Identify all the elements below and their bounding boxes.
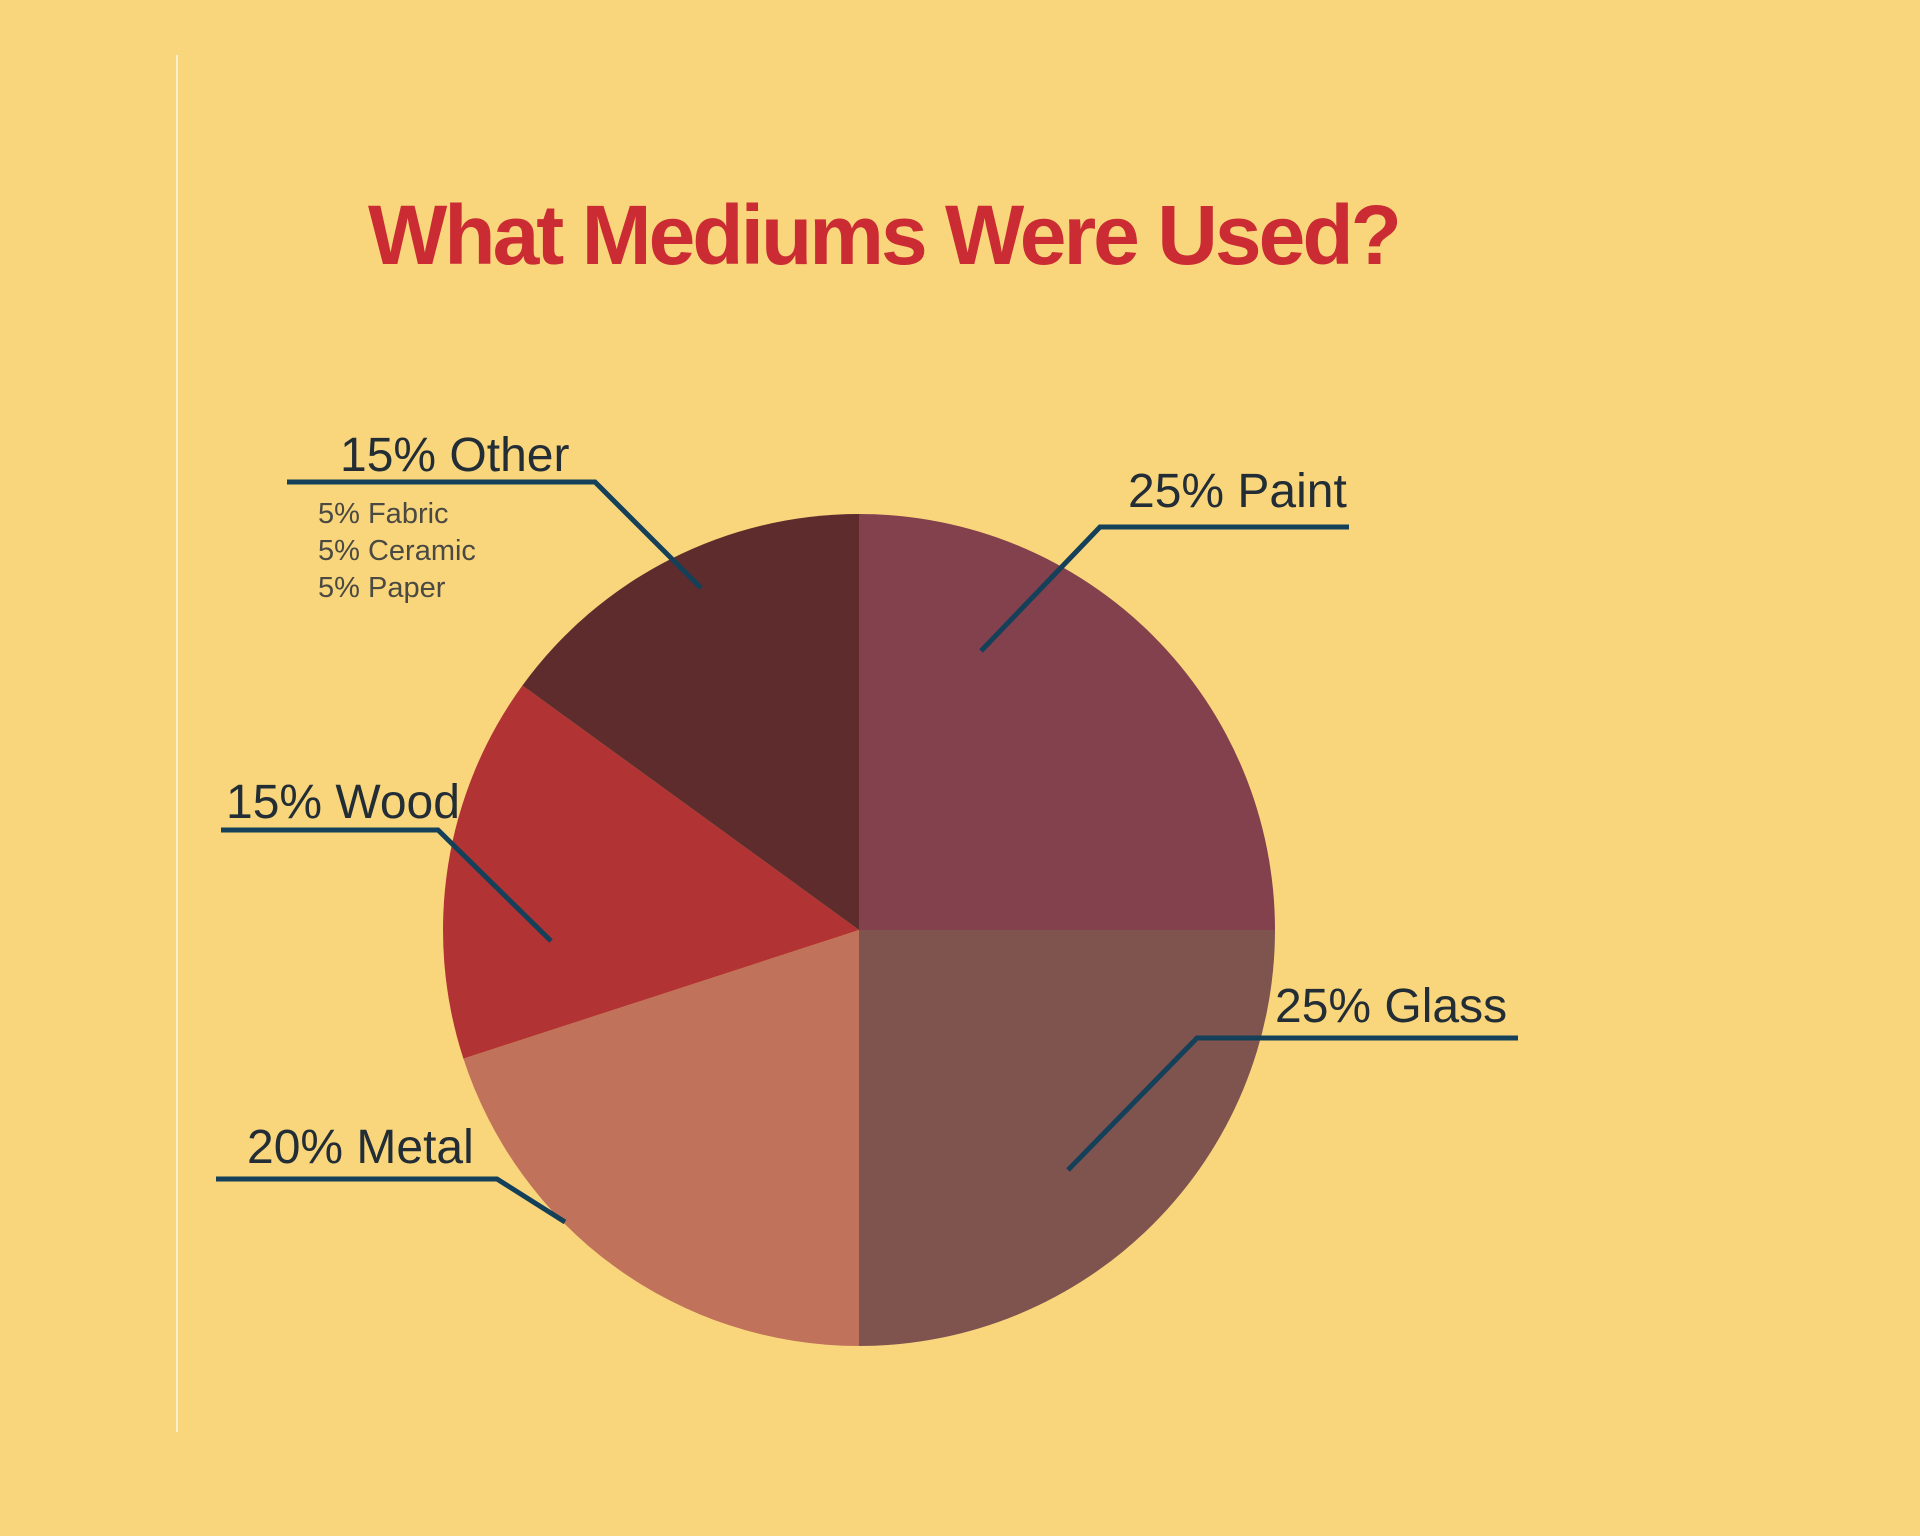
leader-line-other xyxy=(287,479,703,590)
sublabel-paper: 5% Paper xyxy=(318,572,446,604)
leader-line-wood xyxy=(221,827,553,943)
pie-slice-other xyxy=(522,514,859,930)
label-wood: 15% Wood xyxy=(226,776,460,829)
leader-line-metal xyxy=(216,1176,567,1225)
label-other: 15% Other xyxy=(340,429,570,482)
leader-line-paint xyxy=(979,524,1349,653)
pie-slice-wood xyxy=(443,685,859,1059)
sublabel-fabric: 5% Fabric xyxy=(318,498,449,530)
leader-line-glass xyxy=(1066,1035,1518,1172)
pie-slice-glass xyxy=(859,930,1275,1346)
pie-slice-metal xyxy=(463,930,859,1346)
pie-slice-paint xyxy=(859,514,1275,930)
label-metal: 20% Metal xyxy=(247,1121,474,1174)
pie-slices xyxy=(443,514,1275,1346)
chart-title: What Mediums Were Used? xyxy=(368,188,1402,282)
label-glass: 25% Glass xyxy=(1275,980,1508,1033)
label-paint: 25% Paint xyxy=(1128,465,1347,518)
sublabel-ceramic: 5% Ceramic xyxy=(318,535,476,567)
left-margin-rule xyxy=(176,55,178,1432)
